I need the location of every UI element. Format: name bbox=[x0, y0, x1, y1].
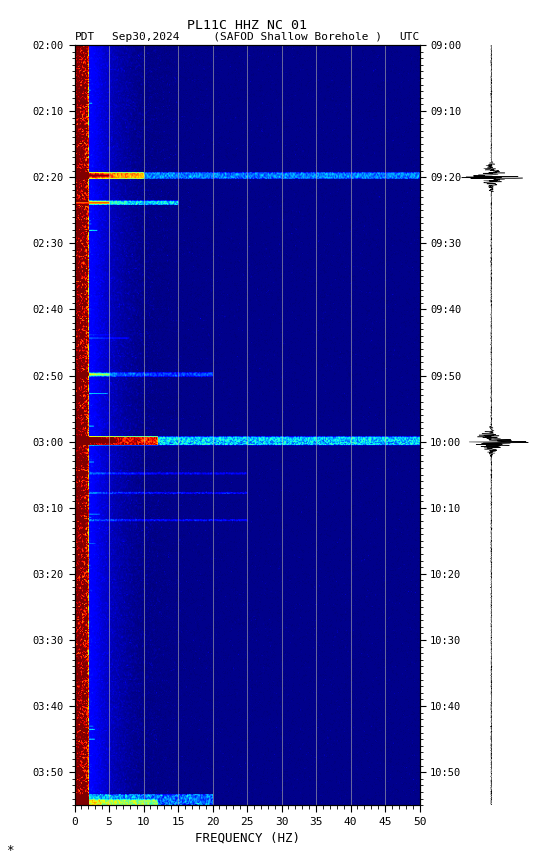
Text: Sep30,2024     (SAFOD Shallow Borehole ): Sep30,2024 (SAFOD Shallow Borehole ) bbox=[112, 32, 382, 42]
Text: UTC: UTC bbox=[399, 32, 420, 42]
Text: PL11C HHZ NC 01: PL11C HHZ NC 01 bbox=[187, 19, 307, 32]
X-axis label: FREQUENCY (HZ): FREQUENCY (HZ) bbox=[194, 831, 300, 844]
Text: *: * bbox=[6, 843, 13, 856]
Text: PDT: PDT bbox=[75, 32, 95, 42]
